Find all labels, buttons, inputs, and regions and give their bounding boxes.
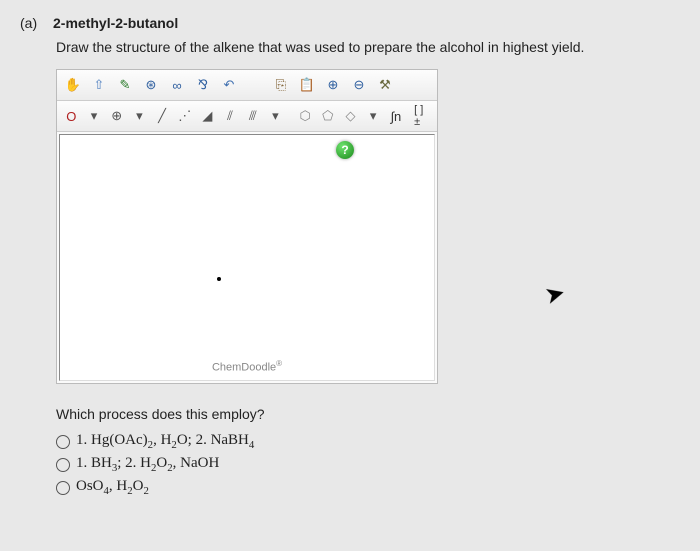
compound-name: 2-methyl-2-butanol bbox=[53, 15, 178, 31]
option-1[interactable]: 1. Hg(OAc)2, H2O; 2. NaBH4 bbox=[56, 432, 680, 451]
help-icon[interactable]: ? bbox=[336, 141, 354, 159]
toolbar-top: ✋⇧✎⊛∞⅋↶ ⎘📋⊕⊖⚒ bbox=[57, 70, 437, 101]
mouse-cursor-icon: ➤ bbox=[542, 278, 569, 311]
add-atom[interactable]: ⊕ bbox=[106, 104, 127, 128]
integral-n[interactable]: ∫n bbox=[386, 104, 407, 128]
watermark-text: ChemDoodle bbox=[212, 362, 276, 374]
spacer1[interactable] bbox=[243, 73, 267, 97]
option-label-2: 1. BH3; 2. H2O2, NaOH bbox=[76, 455, 219, 474]
paste-icon[interactable]: 📋 bbox=[295, 73, 319, 97]
chain2-icon[interactable]: ⅋ bbox=[191, 73, 215, 97]
toolbar-bottom: O▾⊕▾╱⋰◢⫽⫻▾⬡⬠◇▾∫n[ ]± bbox=[57, 101, 437, 132]
triple-bond[interactable]: ⫻ bbox=[242, 104, 263, 128]
option-3[interactable]: OsO4, H2O2 bbox=[56, 478, 680, 497]
hexagon-icon[interactable]: ⬡ bbox=[295, 104, 316, 128]
radio-1[interactable] bbox=[56, 435, 70, 449]
double-bond[interactable]: ⫽ bbox=[220, 104, 241, 128]
square-icon[interactable]: ◇ bbox=[340, 104, 361, 128]
settings-icon[interactable]: ⚒ bbox=[373, 73, 397, 97]
dashed-bond[interactable]: ⋰ bbox=[174, 104, 195, 128]
single-bond[interactable]: ╱ bbox=[152, 104, 173, 128]
part-label: (a) bbox=[20, 15, 37, 31]
chemdoodle-editor: ✋⇧✎⊛∞⅋↶ ⎘📋⊕⊖⚒ O▾⊕▾╱⋰◢⫽⫻▾⬡⬠◇▾∫n[ ]± ? Che… bbox=[56, 69, 438, 384]
process-options: 1. Hg(OAc)2, H2O; 2. NaBH4 1. BH3; 2. H2O… bbox=[56, 432, 680, 497]
drop2[interactable]: ▾ bbox=[129, 104, 150, 128]
option-2[interactable]: 1. BH3; 2. H2O2, NaOH bbox=[56, 455, 680, 474]
select-icon[interactable]: ⇧ bbox=[87, 73, 111, 97]
drop1[interactable]: ▾ bbox=[84, 104, 105, 128]
canvas-dot bbox=[217, 277, 221, 281]
radio-3[interactable] bbox=[56, 481, 70, 495]
drop4[interactable]: ▾ bbox=[363, 104, 384, 128]
chain-icon[interactable]: ∞ bbox=[165, 73, 189, 97]
zoomin-icon[interactable]: ⊕ bbox=[321, 73, 345, 97]
pentagon-icon[interactable]: ⬠ bbox=[317, 104, 338, 128]
process-question: Which process does this employ? bbox=[56, 406, 680, 422]
watermark-r: ® bbox=[276, 359, 282, 368]
drop3[interactable]: ▾ bbox=[265, 104, 286, 128]
hand-icon[interactable]: ✋ bbox=[61, 73, 85, 97]
bracket-icon[interactable]: [ ]± bbox=[408, 104, 433, 128]
instruction-text: Draw the structure of the alkene that wa… bbox=[56, 39, 680, 55]
eraser-icon[interactable]: ✎ bbox=[113, 73, 137, 97]
option-label-1: 1. Hg(OAc)2, H2O; 2. NaBH4 bbox=[76, 432, 254, 451]
wedge-bond[interactable]: ◢ bbox=[197, 104, 218, 128]
undo-icon[interactable]: ↶ bbox=[217, 73, 241, 97]
element-o[interactable]: O bbox=[61, 104, 82, 128]
center-icon[interactable]: ⊛ bbox=[139, 73, 163, 97]
option-label-3: OsO4, H2O2 bbox=[76, 478, 149, 497]
copy-icon[interactable]: ⎘ bbox=[269, 73, 293, 97]
drawing-canvas[interactable]: ? ChemDoodle® bbox=[59, 134, 435, 381]
radio-2[interactable] bbox=[56, 458, 70, 472]
chemdoodle-watermark: ChemDoodle® bbox=[212, 359, 282, 374]
header: (a) 2-methyl-2-butanol bbox=[20, 15, 680, 31]
zoomout-icon[interactable]: ⊖ bbox=[347, 73, 371, 97]
